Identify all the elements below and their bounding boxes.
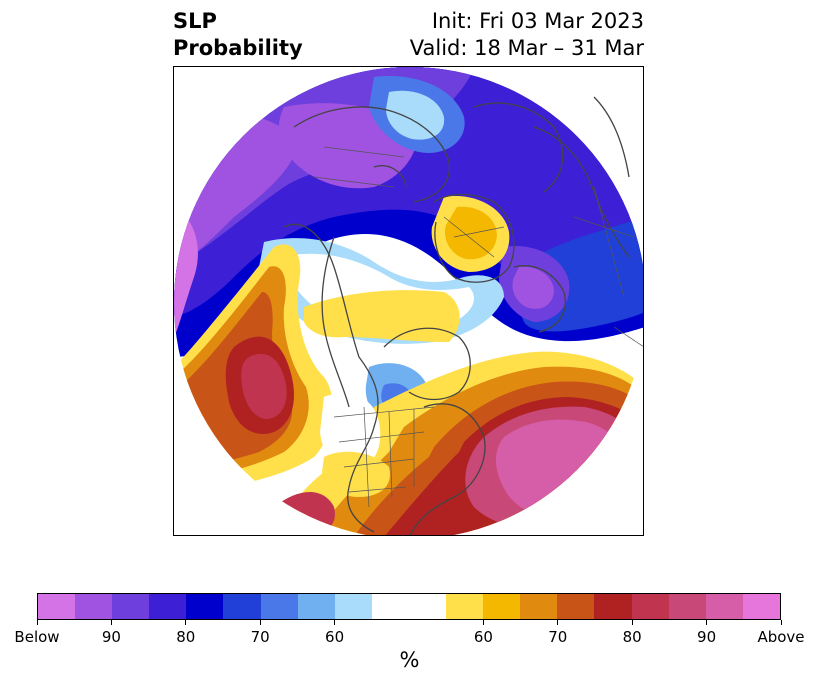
colorbar-tick-label: 80 <box>622 628 642 646</box>
map-title-left: SLP Probability <box>173 8 303 62</box>
colorbar-segment <box>742 594 780 619</box>
colorbar-segment <box>223 594 261 619</box>
colorbar-label: % <box>399 648 420 672</box>
colorbar-segment <box>446 594 484 619</box>
title-init-date: Init: Fri 03 Mar 2023 <box>431 9 644 33</box>
colorbar-segment <box>668 594 706 619</box>
title-valid-range: Valid: 18 Mar – 31 Mar <box>409 36 644 60</box>
map-canvas <box>174 67 643 535</box>
colorbar-segment <box>112 594 150 619</box>
colorbar-segment <box>371 594 409 619</box>
colorbar-tick-mark <box>334 620 336 625</box>
political-borders <box>313 146 643 508</box>
colorbar-segment <box>260 594 298 619</box>
probability-field <box>174 67 643 535</box>
colorbar-tick-mark <box>110 620 112 625</box>
colorbar-tick-label: Below <box>14 628 60 646</box>
colorbar-tick-label: 60 <box>473 628 493 646</box>
coastlines <box>283 96 630 535</box>
colorbar-tick-mark <box>706 620 708 625</box>
colorbar-tick-mark <box>482 620 484 625</box>
colorbar-tick-label: 90 <box>101 628 121 646</box>
colorbar-tick-label: 70 <box>250 628 270 646</box>
colorbar-tick-label: 70 <box>548 628 568 646</box>
colorbar-segment <box>334 594 372 619</box>
map-title-right: Init: Fri 03 Mar 2023 Valid: 18 Mar – 31… <box>410 8 644 62</box>
title-variable: SLP <box>173 9 217 33</box>
colorbar-segment <box>705 594 743 619</box>
colorbar-segment <box>408 594 447 619</box>
colorbar-tick-label: 80 <box>176 628 196 646</box>
colorbar-tick-mark <box>557 620 559 625</box>
colorbar-tick-label: 90 <box>697 628 717 646</box>
probability-map <box>173 66 644 536</box>
colorbar-tick-mark <box>185 620 187 625</box>
colorbar-segment <box>483 594 521 619</box>
colorbar <box>37 593 781 620</box>
colorbar-tick-mark <box>259 620 261 625</box>
colorbar-segment <box>631 594 669 619</box>
colorbar-tick-mark <box>780 620 782 625</box>
colorbar-segment <box>594 594 632 619</box>
colorbar-tick-label: Above <box>757 628 805 646</box>
colorbar-segment <box>75 594 113 619</box>
colorbar-tick-mark <box>631 620 633 625</box>
colorbar-tick-label: 60 <box>325 628 345 646</box>
colorbar-segment <box>149 594 187 619</box>
colorbar-segment <box>186 594 224 619</box>
colorbar-segment <box>297 594 335 619</box>
title-field: Probability <box>173 36 303 60</box>
colorbar-segment <box>38 594 76 619</box>
colorbar-tick-mark <box>36 620 38 625</box>
colorbar-segment <box>557 594 595 619</box>
colorbar-segment <box>520 594 558 619</box>
